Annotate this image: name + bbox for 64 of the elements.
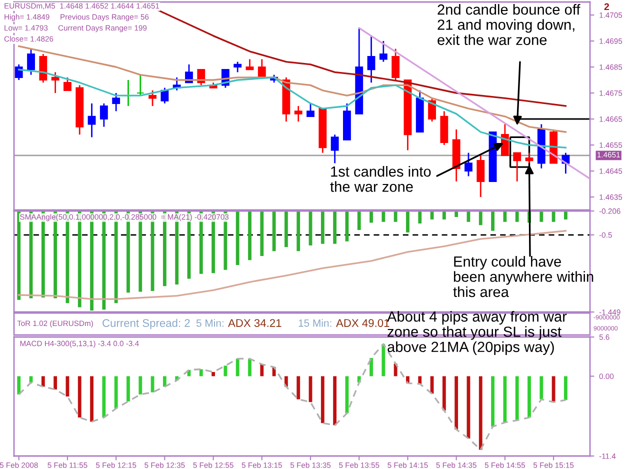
- bar: [248, 358, 252, 376]
- bar: [224, 366, 228, 376]
- bar: [528, 376, 531, 418]
- text: 2: [604, 3, 610, 10]
- candlestick: [136, 74, 144, 96]
- bar: [491, 376, 494, 427]
- candlestick: [525, 152, 534, 164]
- candlestick: [51, 72, 60, 94]
- text: ADX 49.01: [336, 319, 390, 327]
- bar: [442, 376, 446, 410]
- bar: [503, 376, 507, 422]
- candlestick: [39, 53, 48, 84]
- bar: [162, 376, 166, 387]
- candlestick: [513, 152, 522, 182]
- candlestick: [160, 87, 169, 104]
- bar: [78, 376, 82, 418]
- annotation: 1st candles into the war zone: [330, 166, 431, 192]
- candlestick: [464, 152, 472, 177]
- bar: [540, 376, 544, 400]
- bar: [296, 376, 300, 400]
- bar: [418, 376, 422, 384]
- bar: [102, 376, 106, 418]
- bar: [515, 376, 519, 420]
- bar: [138, 376, 142, 394]
- candlestick: [500, 124, 509, 156]
- bar: [382, 344, 386, 376]
- bar: [126, 376, 130, 402]
- text: 15 Min:: [298, 319, 332, 327]
- candlestick: [246, 58, 254, 70]
- candlestick: [306, 102, 314, 118]
- bar: [41, 376, 45, 387]
- bar: [564, 376, 568, 400]
- text: Current Spread: 2: [102, 318, 190, 330]
- candlestick: [367, 35, 376, 84]
- bar: [17, 376, 21, 394]
- bar: [150, 376, 154, 392]
- candlestick: [88, 102, 96, 138]
- annotation: Entry could have been anywhere within this area: [453, 256, 594, 298]
- text: 5 Min:: [196, 319, 224, 327]
- bar: [199, 369, 203, 376]
- candlestick: [234, 61, 242, 73]
- candlestick: [330, 134, 339, 164]
- bar: [236, 358, 240, 376]
- bar: [478, 376, 482, 450]
- bar: [54, 376, 58, 390]
- candlestick: [294, 105, 302, 122]
- bar: [114, 376, 118, 408]
- bar: [90, 376, 94, 422]
- annotation: 2nd candle bounce off 21 and moving down, exit the war zone: [438, 4, 580, 46]
- line-series: [18, 45, 567, 133]
- bar: [320, 376, 324, 424]
- candlestick: [148, 90, 156, 107]
- candlestick: [379, 40, 388, 62]
- candlestick: [100, 102, 108, 128]
- bar: [212, 372, 215, 376]
- bar: [260, 364, 264, 376]
- bar: [454, 376, 458, 430]
- bar: [333, 376, 337, 426]
- bar: [370, 358, 373, 376]
- text: ADX 34.21: [228, 319, 282, 327]
- candlestick: [112, 92, 120, 112]
- candlestick: [392, 48, 400, 81]
- candlestick: [27, 48, 35, 76]
- candlestick: [64, 76, 72, 92]
